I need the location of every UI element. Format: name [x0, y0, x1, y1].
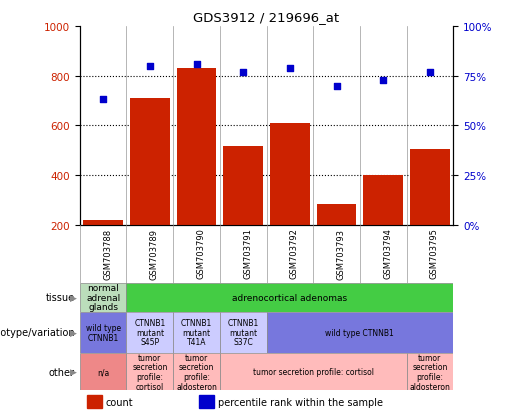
- Text: ▶: ▶: [71, 293, 77, 302]
- Text: tumor
secretion
profile:
aldosteron: tumor secretion profile: aldosteron: [409, 353, 450, 391]
- Bar: [130, 99, 169, 275]
- Text: GSM703794: GSM703794: [383, 228, 392, 279]
- Bar: [173, 312, 220, 353]
- Text: GSM703790: GSM703790: [197, 228, 205, 279]
- Text: ▶: ▶: [71, 367, 77, 376]
- Text: GSM703791: GSM703791: [243, 228, 252, 279]
- Bar: [127, 312, 173, 353]
- Text: percentile rank within the sample: percentile rank within the sample: [218, 396, 383, 407]
- Bar: [83, 220, 123, 275]
- Bar: [173, 353, 220, 390]
- Text: CTNNB1
mutant
T41A: CTNNB1 mutant T41A: [181, 318, 212, 347]
- Bar: [80, 353, 127, 390]
- Text: wild type CTNNB1: wild type CTNNB1: [325, 328, 394, 337]
- Text: tumor
secretion
profile:
aldosteron: tumor secretion profile: aldosteron: [176, 353, 217, 391]
- Bar: [270, 123, 310, 275]
- Point: [193, 61, 201, 68]
- Text: normal
adrenal
glands: normal adrenal glands: [86, 283, 121, 311]
- Text: GSM703792: GSM703792: [290, 228, 299, 279]
- Text: tissue: tissue: [45, 292, 75, 302]
- Bar: [80, 312, 127, 353]
- Bar: [80, 283, 127, 312]
- Text: CTNNB1
mutant
S37C: CTNNB1 mutant S37C: [228, 318, 259, 347]
- Text: ▶: ▶: [71, 328, 77, 337]
- Text: tumor secretion profile: cortisol: tumor secretion profile: cortisol: [253, 367, 374, 376]
- Text: count: count: [106, 396, 133, 407]
- Bar: [224, 147, 263, 275]
- Bar: [410, 150, 450, 275]
- Bar: [127, 353, 173, 390]
- Text: GSM703793: GSM703793: [336, 228, 346, 279]
- Bar: [267, 312, 453, 353]
- Bar: [127, 283, 453, 312]
- Text: CTNNB1
mutant
S45P: CTNNB1 mutant S45P: [134, 318, 165, 347]
- Text: GSM703795: GSM703795: [430, 228, 439, 279]
- Point: [286, 65, 294, 72]
- Text: other: other: [49, 367, 75, 377]
- Bar: [220, 312, 267, 353]
- Bar: [220, 353, 406, 390]
- Point: [379, 77, 387, 84]
- Text: GSM703788: GSM703788: [103, 228, 112, 279]
- Bar: [317, 204, 356, 275]
- Bar: [199, 395, 214, 408]
- Point: [239, 69, 247, 76]
- Point: [99, 97, 107, 104]
- Text: tumor
secretion
profile:
cortisol: tumor secretion profile: cortisol: [132, 353, 167, 391]
- Point: [332, 83, 340, 90]
- Title: GDS3912 / 219696_at: GDS3912 / 219696_at: [194, 11, 339, 24]
- Bar: [177, 69, 216, 275]
- Point: [426, 69, 434, 76]
- Text: wild type
CTNNB1: wild type CTNNB1: [85, 323, 121, 342]
- Text: n/a: n/a: [97, 367, 109, 376]
- Text: adrenocortical adenomas: adrenocortical adenomas: [232, 293, 348, 302]
- Bar: [406, 353, 453, 390]
- Text: genotype/variation: genotype/variation: [0, 328, 75, 337]
- Point: [146, 63, 154, 70]
- Bar: [88, 395, 102, 408]
- Bar: [364, 176, 403, 275]
- Text: GSM703789: GSM703789: [150, 228, 159, 279]
